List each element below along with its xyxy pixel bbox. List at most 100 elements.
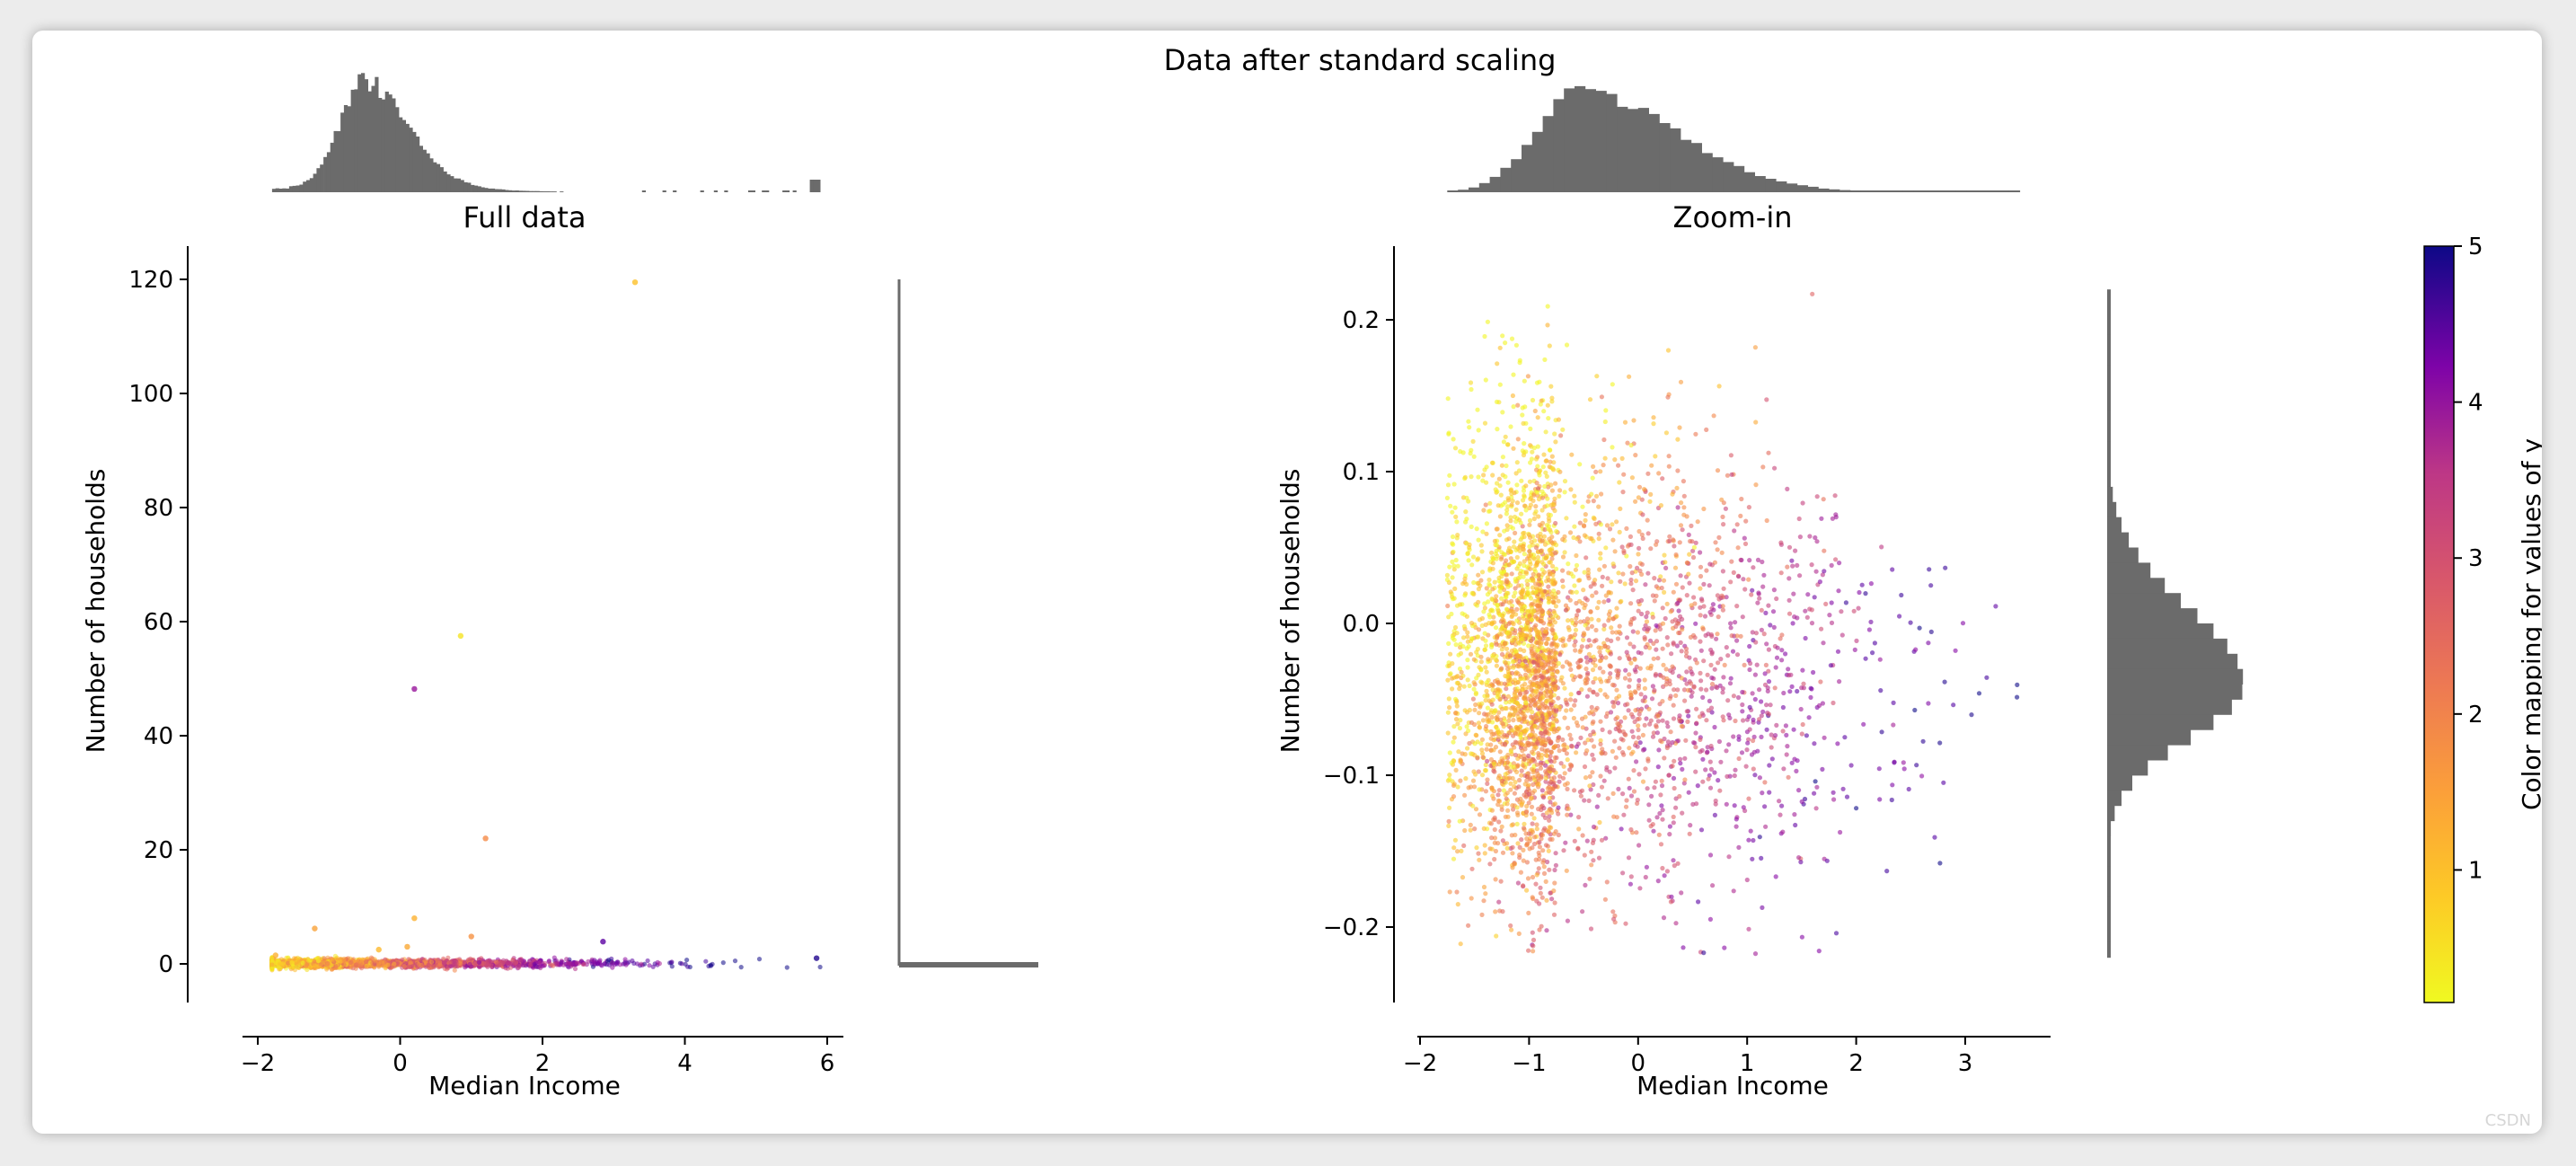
- outlier-point: [600, 939, 606, 945]
- zoom-in-title: Zoom-in: [1673, 200, 1793, 234]
- scatter-point: [1558, 761, 1564, 766]
- hist-bar: [467, 182, 472, 192]
- scatter-point: [1926, 640, 1931, 646]
- scatter-point: [1681, 945, 1686, 950]
- scatter-point: [1452, 837, 1458, 843]
- scatter-point: [1541, 409, 1547, 414]
- scatter-point: [1690, 554, 1697, 561]
- scatter-point: [1522, 559, 1527, 564]
- scatter-point: [1489, 702, 1495, 707]
- hist-bar: [361, 73, 366, 192]
- scatter-point: [1450, 676, 1455, 681]
- scatter-point: [1593, 469, 1599, 474]
- scatter-point: [1521, 420, 1526, 426]
- hist-bar: [1542, 116, 1554, 192]
- scatter-point: [1778, 812, 1783, 817]
- scatter-point: [1614, 687, 1619, 693]
- scatter-point: [1764, 517, 1769, 524]
- scatter-point: [1811, 669, 1816, 676]
- scatter-point: [1799, 731, 1804, 737]
- hist-bar: [1860, 190, 1872, 192]
- scatter-point: [1754, 662, 1760, 667]
- scatter-point: [1573, 639, 1578, 644]
- hist-bar: [323, 156, 328, 192]
- hist-bar: [2107, 562, 2151, 579]
- scatter-point: [1746, 505, 1751, 510]
- hist-bar: [309, 178, 313, 192]
- scatter-point: [1773, 665, 1778, 670]
- hist-bar: [401, 119, 406, 192]
- scatter-point: [1580, 504, 1585, 509]
- scatter-point: [1562, 715, 1567, 720]
- scatter-point: [1679, 890, 1684, 896]
- scatter-point: [1600, 727, 1605, 733]
- scatter-point: [1448, 503, 1453, 508]
- scatter-point: [1545, 402, 1550, 408]
- scatter-point: [1704, 718, 1709, 723]
- hist-bar: [1924, 190, 1936, 192]
- scatter-point: [1590, 840, 1596, 846]
- hist-bar: [488, 188, 492, 192]
- hist-bar: [388, 94, 393, 192]
- outlier-point: [468, 933, 474, 940]
- scatter-point: [1655, 764, 1661, 770]
- scatter-point: [1670, 764, 1675, 769]
- scatter-point: [294, 961, 299, 967]
- scatter-point: [1508, 424, 1513, 429]
- scatter-point: [1645, 610, 1650, 615]
- scatter-point: [1560, 584, 1566, 589]
- scatter-point: [1447, 473, 1452, 478]
- scatter-point: [1736, 734, 1742, 739]
- scatter-point: [1572, 583, 1577, 588]
- scatter-point: [1561, 848, 1566, 853]
- scatter-point: [1742, 587, 1748, 592]
- scatter-point: [1839, 632, 1845, 638]
- scatter-point: [1513, 579, 1518, 584]
- scatter-point: [1499, 463, 1504, 468]
- scatter-point: [1589, 849, 1594, 854]
- scatter-point: [1707, 561, 1713, 567]
- scatter-point: [1669, 651, 1674, 657]
- scatter-point: [1669, 894, 1674, 899]
- scatter-point: [1769, 756, 1775, 762]
- y-tick-label: 20: [144, 837, 173, 864]
- scatter-point: [1801, 681, 1806, 686]
- scatter-point: [1483, 643, 1489, 649]
- hist-bar: [816, 180, 821, 192]
- scatter-point: [1564, 516, 1569, 521]
- full-data-title: Full data: [463, 200, 587, 234]
- scatter-point: [1455, 533, 1460, 538]
- hist-bar: [320, 164, 324, 192]
- scatter-point: [1748, 828, 1753, 834]
- scatter-point: [312, 963, 318, 968]
- scatter-point: [1467, 740, 1472, 746]
- scatter-point: [1799, 799, 1804, 805]
- scatter-point: [1451, 481, 1457, 487]
- scatter-point: [1751, 837, 1756, 844]
- scatter-point: [1704, 427, 1709, 432]
- scatter-point: [1630, 734, 1636, 740]
- scatter-point: [1445, 677, 1451, 683]
- hist-bar: [471, 184, 475, 192]
- hist-bar: [1966, 190, 1978, 192]
- scatter-point: [1556, 598, 1561, 604]
- hist-bar: [1902, 190, 1915, 192]
- scatter-point: [669, 964, 675, 969]
- scatter-point: [1837, 561, 1842, 566]
- hist-bar: [392, 98, 396, 192]
- scatter-point: [1653, 779, 1658, 784]
- scatter-point: [1453, 642, 1459, 648]
- scatter-point: [1791, 591, 1796, 596]
- scatter-point: [1912, 707, 1918, 713]
- scatter-point: [1608, 710, 1614, 715]
- scatter-point: [1654, 815, 1660, 820]
- hist-bar: [809, 180, 814, 192]
- scatter-point: [1799, 934, 1804, 940]
- scatter-point: [1572, 493, 1577, 499]
- scatter-point: [1472, 707, 1478, 712]
- scatter-point: [1836, 588, 1841, 594]
- scatter-point: [1941, 780, 1946, 785]
- scatter-point: [304, 967, 310, 973]
- scatter-point: [1592, 676, 1598, 682]
- scatter-point: [476, 959, 481, 965]
